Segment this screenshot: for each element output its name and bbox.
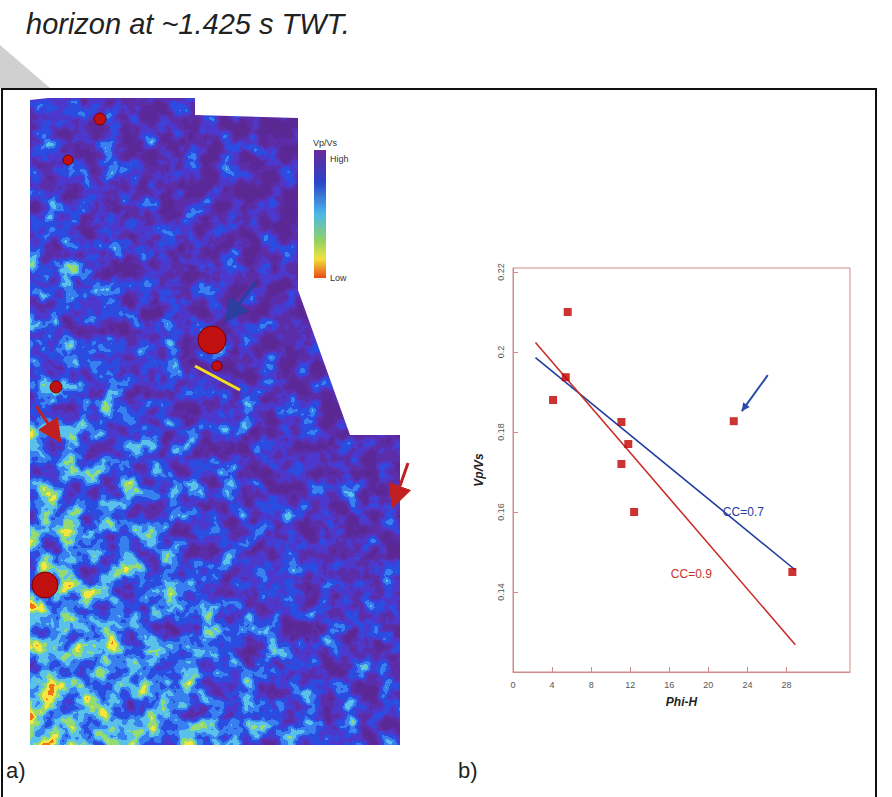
html-text:b): b) xyxy=(458,758,478,783)
svg-text:0.18: 0.18 xyxy=(496,423,506,441)
svg-text:CC=0.7: CC=0.7 xyxy=(723,505,764,519)
svg-text:28: 28 xyxy=(781,680,791,690)
svg-text:4: 4 xyxy=(550,680,555,690)
svg-text:Vp/Vs: Vp/Vs xyxy=(472,453,486,487)
svg-text:High: High xyxy=(330,154,349,164)
svg-text:0.22: 0.22 xyxy=(496,263,506,281)
svg-text:20: 20 xyxy=(703,680,713,690)
svg-text:0.14: 0.14 xyxy=(496,583,506,601)
svg-text:Phi-H: Phi-H xyxy=(666,695,698,709)
svg-text:Vp/Vs: Vp/Vs xyxy=(313,138,338,148)
svg-text:CC=0.9: CC=0.9 xyxy=(671,567,712,581)
svg-text:0.16: 0.16 xyxy=(496,503,506,521)
html-text:horizon at ~1.425 s TWT.: horizon at ~1.425 s TWT. xyxy=(26,8,350,40)
html-text:a): a) xyxy=(6,758,26,783)
svg-text:0.2: 0.2 xyxy=(496,346,506,359)
svg-text:16: 16 xyxy=(664,680,674,690)
svg-text:Low: Low xyxy=(330,273,347,283)
svg-text:12: 12 xyxy=(625,680,635,690)
svg-text:8: 8 xyxy=(589,680,594,690)
svg-text:0: 0 xyxy=(510,680,515,690)
svg-text:24: 24 xyxy=(742,680,752,690)
